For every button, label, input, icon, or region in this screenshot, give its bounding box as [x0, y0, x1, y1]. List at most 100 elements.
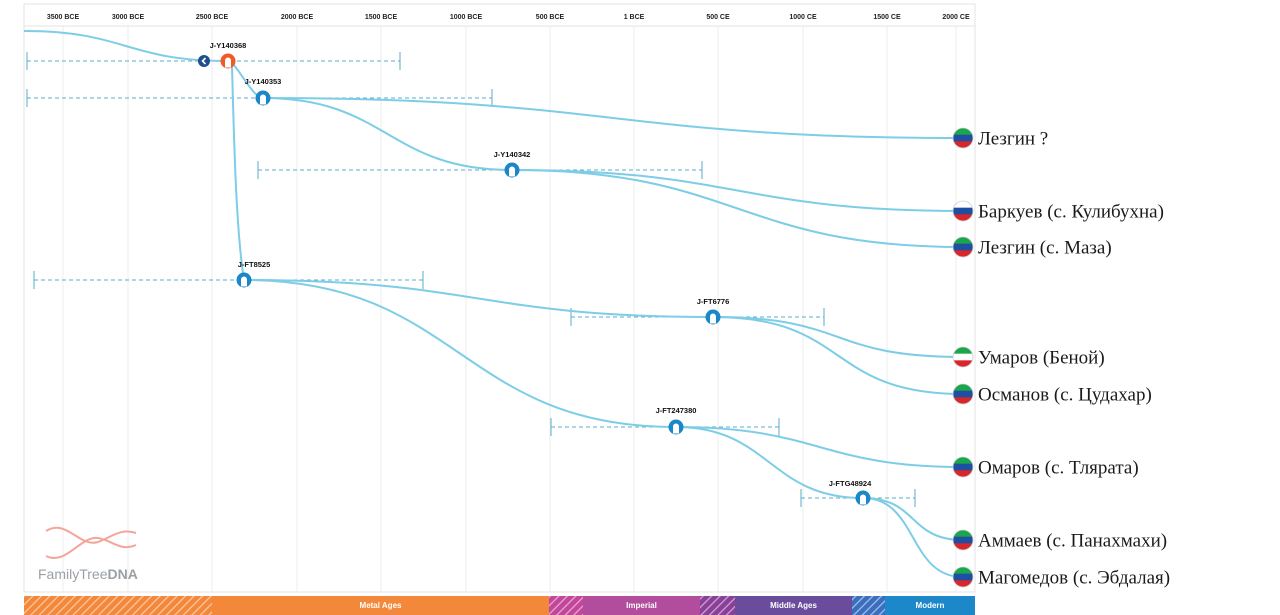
tree-branch — [862, 497, 964, 541]
brand-wordmark-light: FamilyTree — [38, 566, 108, 582]
sample-label: Омаров (с. Тлярата) — [978, 458, 1139, 479]
tick-label: 2000 BCE — [281, 14, 314, 21]
sample-leaf[interactable]: Лезгин (с. Маза) — [952, 236, 1112, 259]
flag-stripe — [953, 353, 973, 361]
flag-border — [952, 456, 974, 478]
sample-leaf[interactable]: Магомедов (с. Эбдалая) — [952, 566, 1170, 589]
flag-stripe — [953, 543, 973, 550]
tick-label: 500 BCE — [536, 14, 565, 21]
sample-leaf[interactable]: Умаров (Беной) — [952, 346, 1105, 369]
era-label: Modern — [916, 601, 945, 610]
tree-branch — [262, 97, 964, 139]
flag-stripe — [953, 530, 973, 538]
era-label: Imperial — [626, 601, 657, 610]
sample-leaf[interactable]: Омаров (с. Тлярата) — [952, 456, 1139, 479]
node-marker-inner — [260, 94, 266, 105]
tree-branch — [511, 169, 964, 248]
tree-branch — [675, 426, 864, 499]
haplogroup-node[interactable]: J-FT6776 — [697, 297, 730, 325]
flag-stripe — [953, 214, 973, 221]
era-segment — [583, 596, 700, 615]
tick-label: 2500 BCE — [196, 14, 229, 21]
node-label: J-Y140368 — [210, 41, 247, 50]
tree-branch — [712, 316, 964, 395]
dagestan-flag-icon — [952, 566, 974, 588]
dagestan-flag-icon — [952, 456, 974, 478]
tick-label: 1500 BCE — [365, 14, 398, 21]
tick-label: 3000 BCE — [112, 14, 145, 21]
russia-flag-icon — [952, 200, 974, 222]
flag-border — [952, 529, 974, 551]
era-segment — [885, 596, 975, 615]
flag-border — [952, 383, 974, 405]
node-marker-inner — [673, 423, 679, 434]
sample-label: Османов (с. Цудахар) — [978, 385, 1152, 406]
tree-branch — [243, 279, 677, 428]
flag-stripe — [953, 360, 973, 367]
dagestan-flag-icon — [952, 236, 974, 258]
sample-leaf[interactable]: Османов (с. Цудахар) — [952, 383, 1152, 406]
sample-label: Баркуев (с. Кулибухна) — [978, 202, 1164, 223]
tree-branch — [23, 30, 229, 62]
flag-stripe — [953, 347, 973, 355]
sample-leaf[interactable]: Лезгин ? — [952, 127, 1048, 150]
tick-label: 1500 CE — [873, 14, 901, 21]
flag-border — [952, 127, 974, 149]
sample-leaf[interactable]: Аммаев (с. Панахмахи) — [952, 529, 1167, 552]
collapse-arrow-circle — [198, 55, 210, 67]
tree-branch — [243, 279, 714, 318]
flag-stripe — [953, 207, 973, 215]
flag-stripe — [953, 250, 973, 257]
tick-label: 1000 CE — [789, 14, 817, 21]
era-segment — [212, 596, 549, 615]
haplogroup-node[interactable]: J-FT8525 — [236, 260, 271, 288]
flag-stripe — [953, 141, 973, 148]
flag-stripe — [953, 457, 973, 465]
brand-logo: FamilyTreeDNA — [38, 526, 138, 582]
brand-wordmark-bold: DNA — [108, 566, 138, 582]
era-transition-hatch — [852, 596, 885, 615]
flag-stripe — [953, 128, 973, 136]
flag-stripe — [953, 536, 973, 544]
era-label: Metal Ages — [360, 601, 402, 610]
tick-label: 500 CE — [706, 14, 730, 21]
tree-branch — [675, 426, 964, 468]
timeline-ticks: 3500 BCE 3000 BCE 2500 BCE 2000 BCE 1500 BCE… — [24, 14, 975, 27]
node-label: J-FT8525 — [238, 260, 271, 269]
tree-branch — [712, 316, 964, 358]
flag-stripe — [953, 134, 973, 142]
tick-label: 3500 BCE — [47, 14, 80, 21]
haplogroup-node[interactable]: J-FT247380 — [656, 406, 697, 435]
haplogroup-node[interactable]: J-Y140368 — [210, 41, 247, 69]
plot-panel — [23, 3, 976, 593]
haplogroup-node[interactable]: J-FTG48924 — [829, 479, 872, 506]
node-marker-inner — [509, 166, 515, 177]
haplogroup-node[interactable]: J-Y140353 — [245, 77, 282, 106]
tick-label: 1000 BCE — [450, 14, 483, 21]
sample-label: Аммаев (с. Панахмахи) — [978, 531, 1167, 552]
haplogroup-node[interactable]: J-Y140342 — [494, 150, 531, 178]
tree-branch — [231, 65, 245, 281]
flag-stripe — [953, 237, 973, 245]
chevron-left-icon — [201, 57, 207, 65]
sample-leaf[interactable]: Баркуев (с. Кулибухна) — [952, 200, 1164, 223]
node-label: J-Y140353 — [245, 77, 282, 86]
sample-label: Магомедов (с. Эбдалая) — [978, 568, 1170, 589]
collapse-arrow-icon[interactable] — [198, 55, 210, 67]
flag-stripe — [953, 567, 973, 575]
dna-helix-icon — [45, 526, 137, 544]
flag-border — [952, 346, 974, 368]
node-label: J-FT6776 — [697, 297, 730, 306]
node-marker-inner — [710, 313, 716, 324]
flag-stripe — [953, 201, 973, 209]
era-transition-hatch — [24, 596, 212, 615]
sample-label: Лезгин ? — [978, 129, 1048, 150]
flag-stripe — [953, 463, 973, 471]
tree-branch — [511, 169, 964, 212]
flag-stripe — [953, 573, 973, 581]
dagestan-flag-icon — [952, 127, 974, 149]
chechnya-flag-icon — [952, 346, 974, 368]
tree-nodes: J-Y140368 J-Y140353 J-Y140342 J-FT8525 J-FT6… — [198, 41, 872, 506]
tick-label: 2000 CE — [942, 14, 970, 21]
